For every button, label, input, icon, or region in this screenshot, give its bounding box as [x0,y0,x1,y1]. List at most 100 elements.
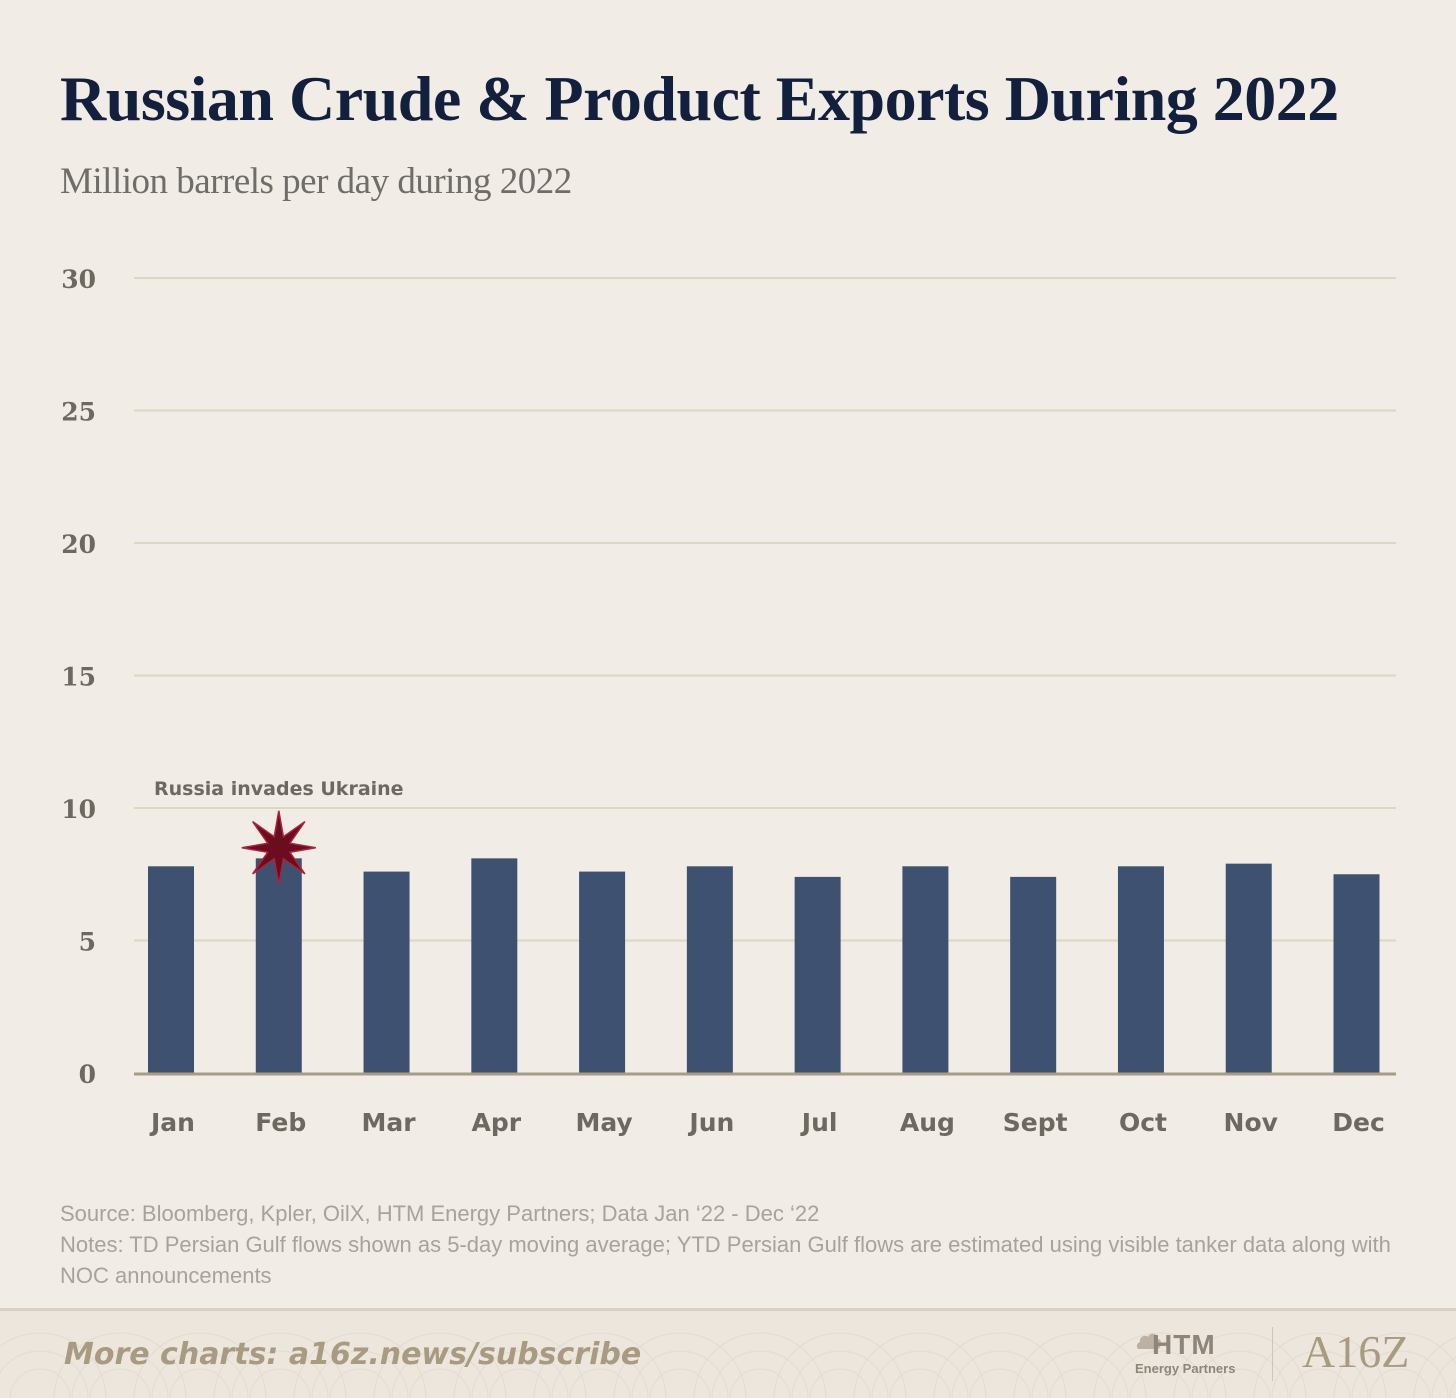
bar-may [579,871,626,1073]
pattern-arc [569,1368,631,1398]
pattern-arc [169,1368,231,1398]
pattern-arc [71,1350,169,1398]
pattern-arc [133,1332,267,1398]
x-tick-label-apr: Apr [472,1108,522,1137]
pattern-arc [1209,1368,1271,1398]
pattern-arc [711,1350,809,1398]
pattern-arc [329,1368,391,1398]
y-tick-label-20: 20 [61,530,96,559]
pattern-arc [969,1368,1031,1398]
pattern-arc [453,1332,587,1398]
pattern-arc [311,1350,409,1398]
bar-sept [1010,876,1057,1073]
pattern-arc [213,1332,347,1398]
pattern-arc [1253,1332,1387,1398]
pattern-arc [649,1368,711,1398]
footer-notes: Source: Bloomberg, Kpler, OilX, HTM Ener… [60,1198,1420,1291]
pattern-arc [1351,1350,1449,1398]
y-tick-label-5: 5 [79,928,96,957]
y-tick-label-0: 0 [79,1060,96,1089]
x-tick-label-mar: Mar [362,1108,417,1137]
pattern-arc [871,1350,969,1398]
pattern-arc [409,1368,471,1398]
pattern-arc [773,1332,907,1398]
pattern-arc [471,1350,569,1398]
bar-nov [1225,863,1272,1073]
pattern-arc [1431,1356,1456,1398]
pattern-arc [889,1368,951,1398]
x-tick-label-dec: Dec [1332,1108,1385,1137]
pattern-arc [631,1350,729,1398]
y-tick-label-15: 15 [61,663,96,692]
bar-aug [902,866,949,1073]
pattern-arc [249,1368,311,1398]
pattern-arc [1093,1332,1227,1398]
pattern-arc [1111,1350,1209,1398]
pattern-arc [53,1332,187,1398]
htm-logo: HTM Energy Partners [1134,1325,1246,1385]
x-tick-label-oct: Oct [1119,1108,1167,1137]
bar-dec [1333,874,1380,1073]
htm-logo-text: HTM [1152,1329,1216,1360]
pattern-arc [9,1368,71,1398]
annotation-label: Russia invades Ukraine [154,778,404,800]
x-tick-label-jan: Jan [149,1108,195,1137]
pattern-arc [1369,1368,1431,1398]
bar-jan [148,866,194,1073]
bar-jun [686,866,733,1073]
y-tick-label-10: 10 [61,795,96,824]
bar-feb [255,858,302,1073]
pattern-arc [391,1350,489,1398]
x-tick-label-jun: Jun [687,1108,734,1137]
x-tick-label-jul: Jul [800,1108,838,1137]
pattern-arc [1031,1350,1129,1398]
pattern-arc [729,1368,791,1398]
pattern-arc [293,1332,427,1398]
htm-logo-subtext: Energy Partners [1135,1361,1236,1376]
pattern-arc [89,1368,151,1398]
pattern-arc [791,1350,889,1398]
pattern-arc [1049,1368,1111,1398]
y-tick-label-25: 25 [61,398,96,427]
pattern-arc [1013,1332,1147,1398]
bar-apr [471,858,518,1073]
bar-jul [794,876,841,1073]
pattern-arc [151,1350,249,1398]
pattern-arc [0,1350,89,1398]
subscribe-link[interactable]: More charts: a16z.news/subscribe [64,1337,642,1372]
pattern-arc [373,1332,507,1398]
logo-divider [1272,1327,1273,1381]
x-tick-label-sept: Sept [1003,1108,1068,1137]
pattern-arc [0,1332,107,1398]
footer-band: More charts: a16z.news/subscribe HTM Ene… [0,1308,1456,1398]
pattern-arc [1271,1350,1369,1398]
pattern-arc [1129,1368,1191,1398]
pattern-arc [933,1332,1067,1398]
x-tick-label-may: May [575,1108,632,1137]
x-tick-label-nov: Nov [1224,1108,1278,1137]
pattern-arc [1289,1368,1351,1398]
pattern-arc [1191,1350,1289,1398]
chart-subtitle: Million barrels per day during 2022 [60,161,572,202]
pattern-arc [1333,1332,1456,1398]
pattern-arc [533,1332,667,1398]
source-note: Source: Bloomberg, Kpler, OilX, HTM Ener… [60,1201,820,1226]
pattern-arc [809,1368,871,1398]
pattern-arc [693,1332,827,1398]
pattern-arc [489,1368,551,1398]
chart-title: Russian Crude & Product Exports During 2… [60,63,1339,134]
pattern-arc [231,1350,329,1398]
a16z-logo-text: A16Z [1302,1326,1410,1377]
a16z-logo: A16Z [1302,1323,1409,1383]
bar-oct [1117,866,1164,1073]
bar-chart: 0 5 10 15 20 25 30 Jan Feb Mar Apr May Jun Jul Aug Sept… [61,265,1396,1137]
pattern-arc [1449,1380,1456,1398]
pattern-arc [853,1332,987,1398]
invasion-star-icon [241,810,316,885]
decorative-pattern [0,1332,1456,1398]
methodology-note: Notes: TD Persian Gulf flows shown as 5-… [60,1232,1391,1288]
x-tick-label-aug: Aug [900,1108,955,1137]
pattern-arc [551,1350,649,1398]
x-tick-label-feb: Feb [255,1108,306,1137]
bar-mar [363,871,410,1073]
